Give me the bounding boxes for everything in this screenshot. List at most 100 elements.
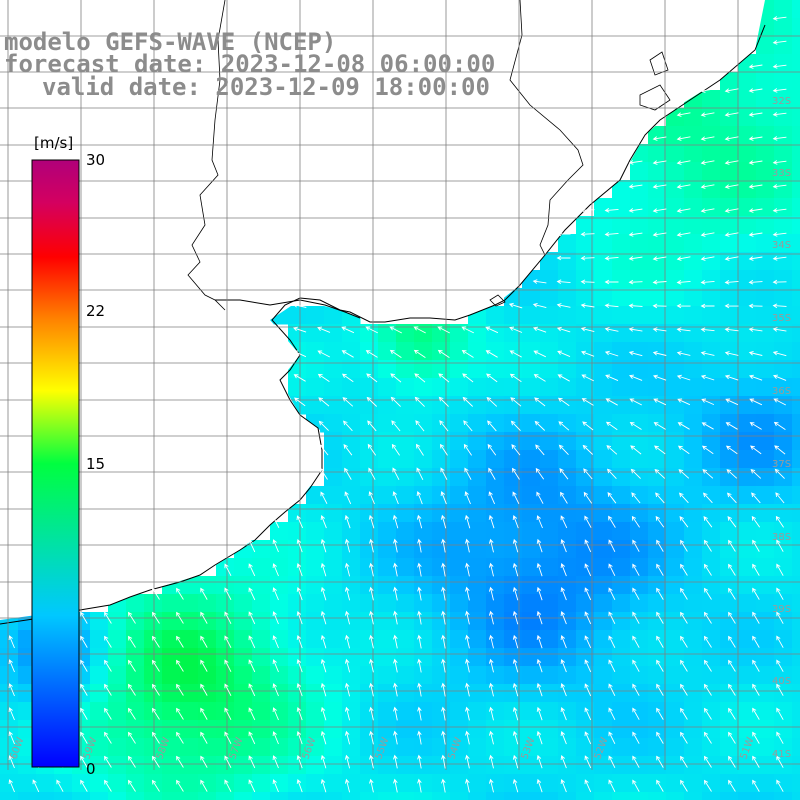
wind-arrow [127, 635, 136, 648]
wind-speed-cell [612, 252, 631, 271]
wind-arrow [200, 755, 208, 768]
wind-speed-cell [270, 594, 289, 613]
wind-speed-cell [648, 792, 667, 800]
wind-speed-cell [792, 432, 800, 451]
wind-arrow [509, 326, 523, 333]
wind-arrow [752, 707, 760, 720]
wind-speed-cell [720, 234, 739, 253]
wind-speed-cell [198, 612, 217, 631]
wind-speed-cell [270, 756, 289, 775]
wind-arrow [608, 587, 616, 601]
wind-speed-cell [648, 126, 667, 145]
wind-speed-cell [450, 648, 469, 667]
wind-arrow [344, 538, 351, 553]
wind-arrow [534, 397, 546, 407]
wind-arrow [728, 611, 736, 624]
wind-arrow [608, 539, 616, 553]
wind-speed-cell [504, 306, 523, 325]
wind-speed-cell [540, 288, 559, 307]
wind-speed-cell [342, 666, 361, 685]
wind-speed-cell [720, 594, 739, 613]
wind-arrow [656, 779, 664, 792]
wind-speed-cell [666, 216, 685, 235]
wind-speed-cell [180, 612, 199, 631]
wind-arrow [652, 350, 667, 356]
wind-speed-cell [702, 216, 721, 235]
wind-speed-cell [648, 450, 667, 469]
wind-arrow [676, 256, 691, 261]
wind-speed-cell [522, 702, 541, 721]
wind-speed-cell [594, 450, 613, 469]
wind-arrow [700, 351, 715, 356]
wind-speed-cell [792, 108, 800, 127]
wind-speed-cell [216, 594, 235, 613]
wind-speed-cell [666, 594, 685, 613]
wind-speed-cell [792, 414, 800, 433]
wind-speed-cell [288, 594, 307, 613]
wind-speed-cell [702, 378, 721, 397]
wind-arrow [728, 659, 736, 672]
model-title: modelo GEFS-WAVE (NCEP) [4, 28, 337, 56]
wind-speed-cell [576, 378, 595, 397]
wind-arrow [605, 421, 618, 431]
wind-speed-cell [342, 576, 361, 595]
border-line [187, 0, 226, 311]
wind-speed-cell [306, 666, 325, 685]
wind-arrow [580, 255, 595, 261]
wind-arrow [151, 635, 160, 648]
wind-arrow [369, 610, 374, 625]
wind-speed-cell [486, 360, 505, 379]
wind-speed-cell [756, 54, 775, 73]
wind-arrow [365, 326, 379, 334]
wind-speed-cell [558, 738, 577, 757]
wind-speed-cell [486, 342, 505, 361]
wind-speed-cell [234, 702, 253, 721]
wind-arrow [488, 730, 494, 745]
wind-speed-cell [198, 756, 217, 775]
wind-speed-cell [576, 792, 595, 800]
wind-speed-cell [378, 720, 397, 739]
wind-arrow [776, 539, 784, 552]
wind-arrow [393, 754, 398, 769]
wind-speed-cell [720, 702, 739, 721]
wind-speed-cell [378, 342, 397, 361]
wind-arrow [604, 327, 619, 332]
wind-speed-cell [378, 594, 397, 613]
wind-speed-cell [306, 558, 325, 577]
wind-speed-cell [774, 486, 793, 505]
wind-speed-cell [684, 432, 703, 451]
wind-arrow [582, 444, 594, 455]
wind-arrow [320, 586, 327, 601]
wind-arrow [678, 492, 689, 504]
wind-speed-cell [774, 774, 793, 793]
wind-arrow [556, 326, 571, 333]
wind-arrow [772, 160, 787, 165]
wind-arrow [724, 280, 739, 285]
wind-arrow [439, 420, 449, 432]
wind-speed-cell [486, 306, 505, 325]
wind-arrow [104, 635, 112, 648]
wind-speed-cell [774, 612, 793, 631]
wind-arrow [369, 754, 374, 769]
wind-arrow [224, 755, 232, 769]
wind-arrow [628, 256, 643, 261]
wind-arrow [80, 611, 88, 624]
wind-speed-cell [504, 576, 523, 595]
wind-speed-cell [720, 648, 739, 667]
wind-arrow [604, 350, 619, 357]
wind-speed-cell [738, 342, 757, 361]
wind-arrow [772, 208, 787, 213]
colorbar-tick-label: 30 [86, 151, 106, 169]
wind-speed-cell [594, 414, 613, 433]
wind-speed-cell [540, 774, 559, 793]
wind-speed-cell [666, 630, 685, 649]
wind-arrow [417, 778, 422, 793]
wind-speed-cell [522, 684, 541, 703]
wind-speed-cell [396, 414, 415, 433]
wind-arrow [272, 635, 279, 649]
wind-speed-cell [378, 486, 397, 505]
wind-arrow [224, 587, 232, 601]
wind-speed-cell [486, 720, 505, 739]
wind-arrow [680, 563, 688, 576]
wind-arrow [752, 635, 760, 648]
